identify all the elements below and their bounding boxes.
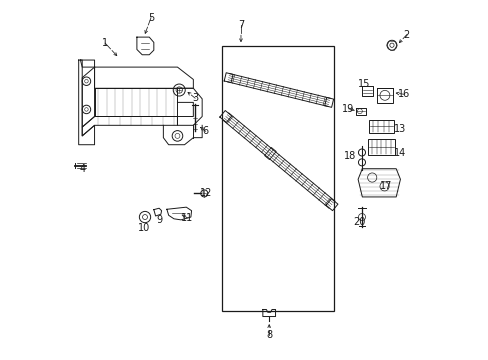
Text: 17: 17	[379, 181, 392, 192]
Text: 3: 3	[192, 93, 198, 103]
Bar	[264, 148, 276, 159]
Text: 6: 6	[202, 126, 208, 136]
Text: 8: 8	[265, 330, 272, 340]
Bar	[368, 120, 393, 133]
Text: 13: 13	[393, 124, 406, 134]
Bar	[376, 87, 392, 103]
Text: 19: 19	[342, 104, 354, 114]
Bar	[221, 46, 334, 311]
Text: 15: 15	[358, 79, 370, 89]
Text: 11: 11	[181, 213, 193, 223]
Text: 18: 18	[344, 151, 356, 161]
Text: 1: 1	[102, 38, 108, 48]
Text: 12: 12	[200, 188, 212, 198]
Text: 9: 9	[157, 215, 163, 225]
Bar	[367, 139, 394, 155]
Text: 4: 4	[79, 165, 85, 174]
Text: 20: 20	[352, 217, 365, 227]
Text: 10: 10	[138, 222, 150, 233]
Text: 14: 14	[393, 148, 406, 158]
Text: 7: 7	[237, 21, 244, 31]
Text: 5: 5	[147, 13, 154, 23]
Text: 16: 16	[397, 89, 409, 99]
Text: 2: 2	[403, 30, 409, 40]
